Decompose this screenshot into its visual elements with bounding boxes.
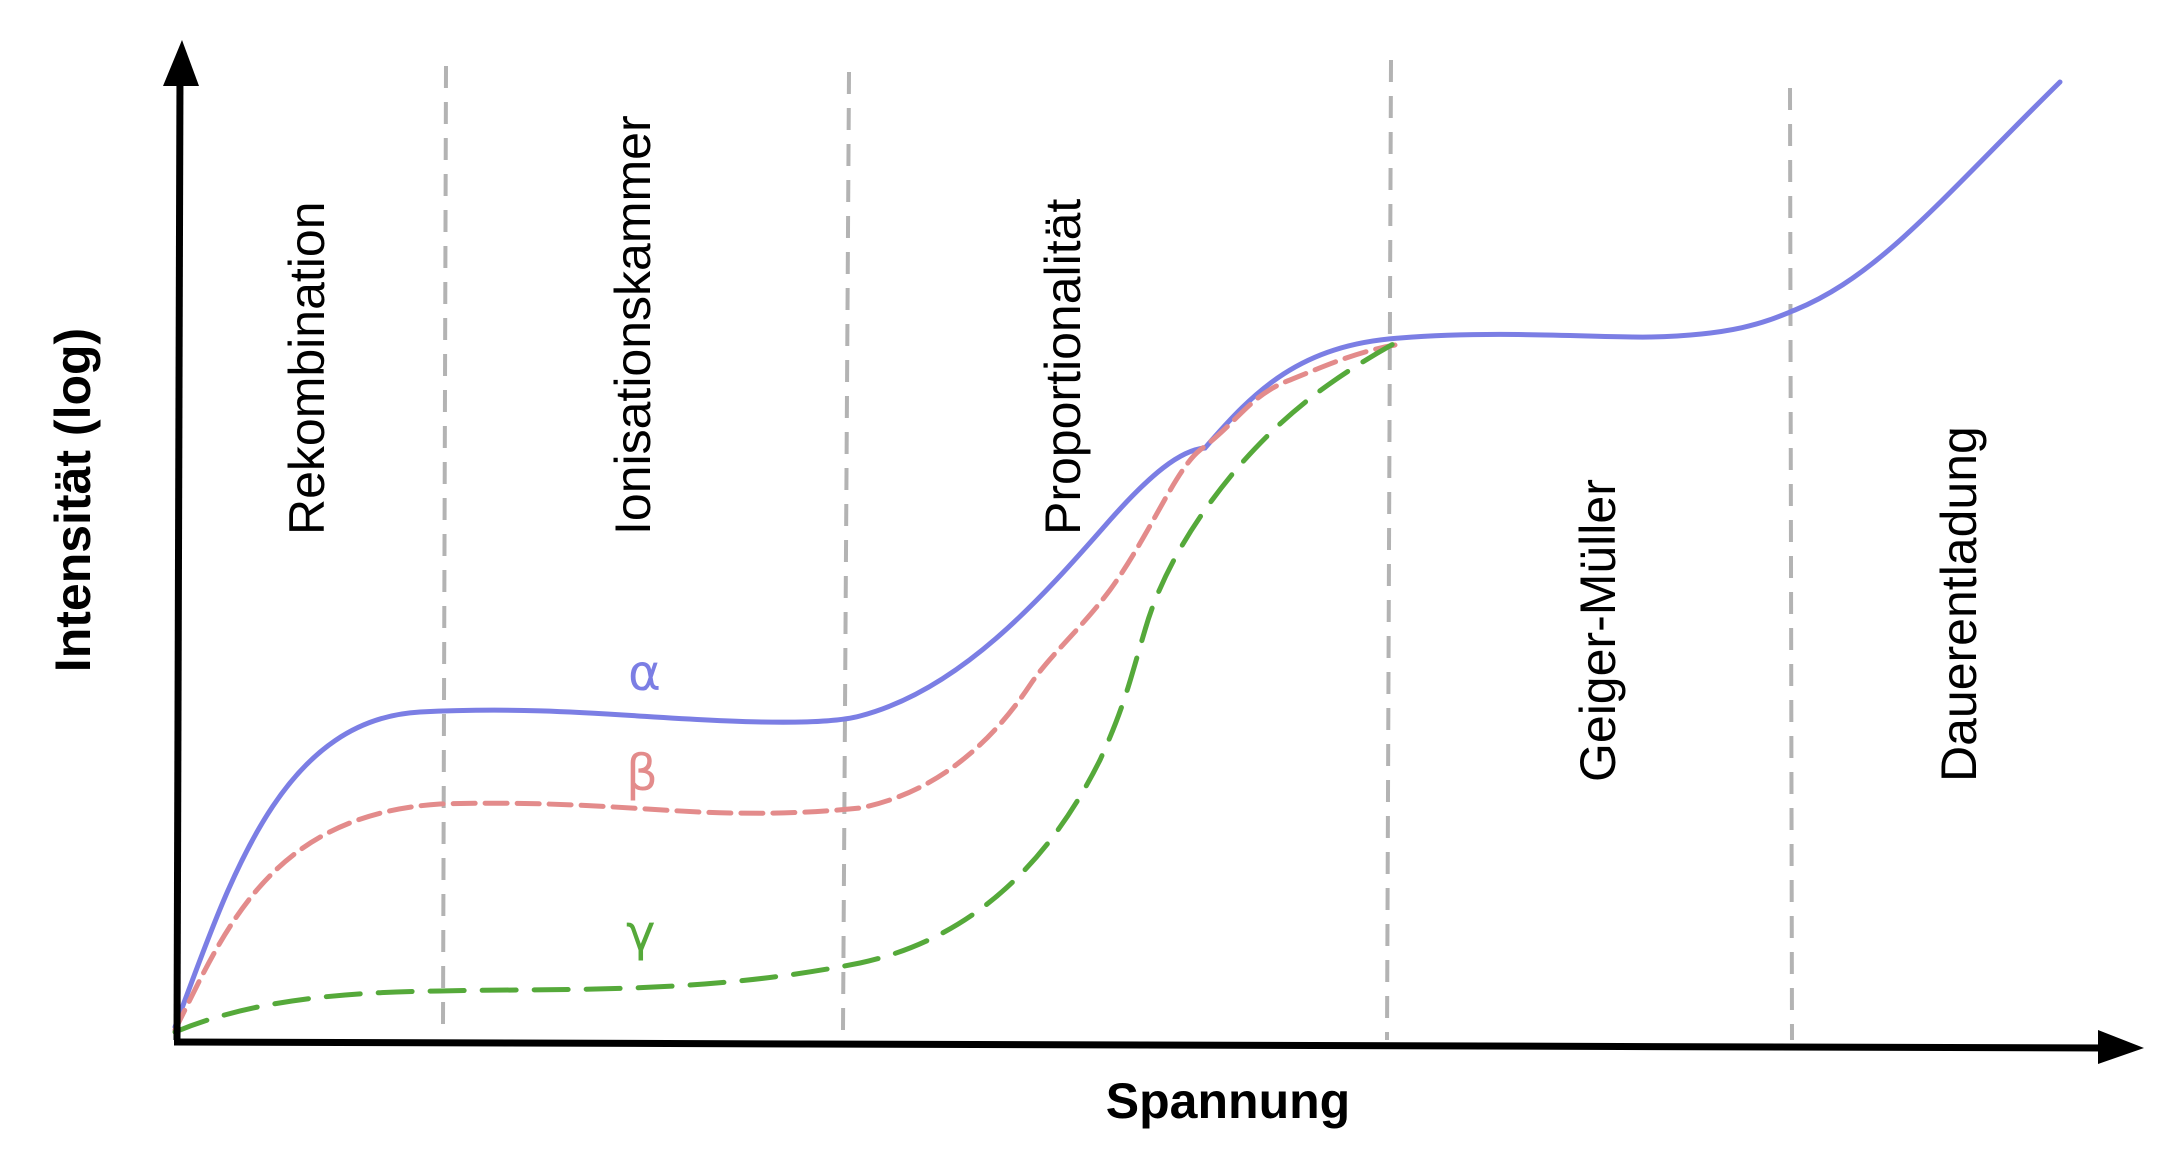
curve-gamma	[172, 340, 1398, 1035]
y-axis-arrowhead	[163, 40, 199, 86]
divider-rekombination-ionisationskammer	[441, 65, 448, 1026]
region-label-ionisationskammer: Ionisationskammer	[605, 115, 661, 535]
x-axis-label: Spannung	[1106, 1073, 1350, 1129]
y-axis-line	[173, 69, 184, 1041]
region-label-geiger-mueller: Geiger-Müller	[1570, 479, 1626, 782]
curve-alpha	[172, 79, 2063, 1030]
curve-label-alpha: α	[628, 644, 661, 702]
curve-label-beta: β	[626, 744, 658, 802]
divider-geiger-mueller-dauerentladung	[1788, 87, 1794, 1041]
curve-beta	[172, 342, 1398, 1033]
x-axis-line	[173, 1038, 2113, 1052]
region-label-rekombination: Rekombination	[279, 201, 335, 535]
region-label-dauerentladung: Dauerentladung	[1931, 426, 1987, 782]
region-label-proportionalitaet: Proportionalität	[1035, 199, 1091, 535]
curve-label-gamma: γ	[626, 904, 656, 962]
divider-proportionalitaet-geiger-mueller	[1385, 59, 1393, 1041]
x-axis-arrowhead	[2098, 1030, 2144, 1064]
region-dividers	[441, 59, 1794, 1041]
divider-ionisationskammer-proportionalitaet	[841, 71, 851, 1031]
axes	[163, 40, 2144, 1064]
y-axis-label: Intensität (log)	[45, 328, 101, 672]
